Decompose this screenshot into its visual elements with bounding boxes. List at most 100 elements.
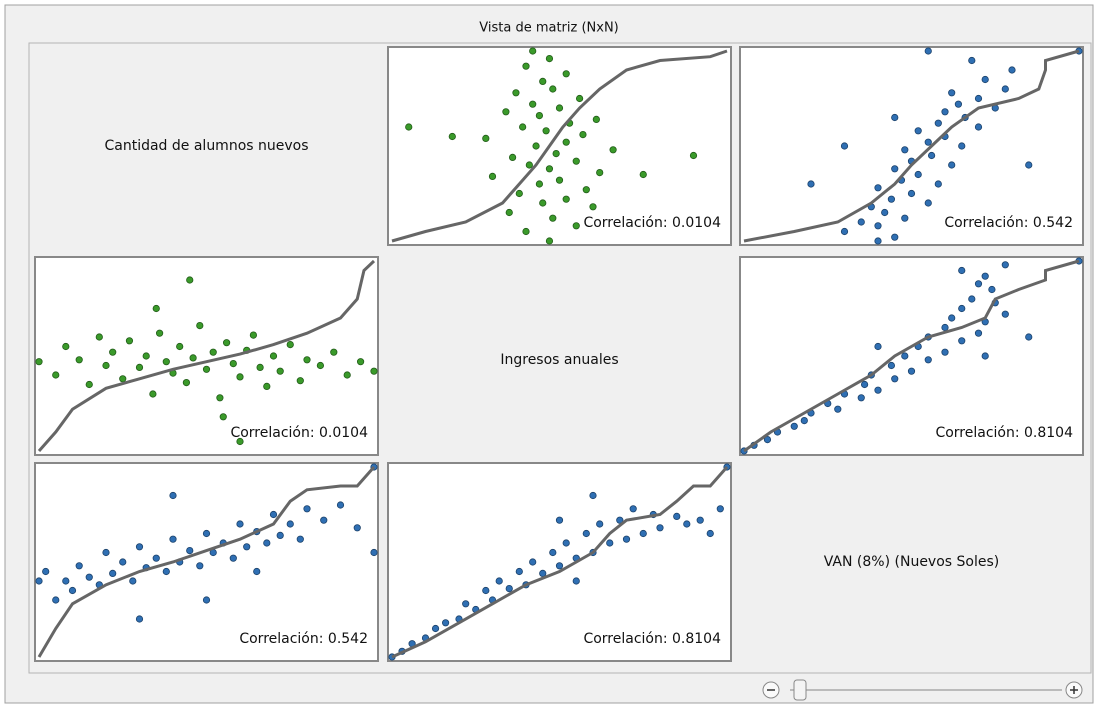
scatter-point — [609, 146, 617, 154]
scatter-point — [981, 272, 989, 280]
scatter-point — [763, 435, 772, 444]
scatter-point — [196, 562, 204, 570]
scatter-point — [129, 577, 137, 585]
scatter-point — [834, 405, 842, 413]
scatter-point — [907, 367, 916, 375]
scatter-point — [495, 577, 503, 585]
scatter-point — [336, 501, 345, 509]
scatter-point — [169, 535, 177, 543]
scatter-point — [562, 138, 570, 146]
scatter-point — [529, 558, 537, 566]
scatter-point — [968, 56, 976, 65]
scatter-point — [539, 77, 547, 86]
scatter-point — [135, 543, 144, 551]
scatter-point — [202, 529, 211, 538]
scatter-point — [589, 491, 597, 500]
scatter-point — [539, 569, 547, 578]
scatter-point — [555, 516, 564, 524]
correlation-label: Correlación: 0.542 — [944, 215, 1073, 231]
scatter-point — [572, 577, 580, 585]
scatter-point — [891, 113, 899, 122]
scatter-point — [269, 510, 278, 519]
scatter-point — [75, 356, 83, 364]
scatter-point — [934, 119, 942, 127]
scatter-point — [202, 596, 211, 604]
scatter-point — [1025, 161, 1033, 169]
scatter-point — [1001, 310, 1009, 318]
scatter-point — [296, 535, 304, 543]
scatter-point — [958, 266, 966, 275]
variable-label: Cantidad de alumnos nuevos — [104, 138, 308, 154]
scatter-point — [622, 535, 631, 543]
scatter-point — [948, 89, 956, 97]
scatter-point — [62, 342, 70, 351]
scatter-point — [874, 237, 882, 245]
scatter-point — [505, 584, 513, 593]
scatter-point — [549, 214, 557, 222]
scatter-point — [549, 548, 557, 557]
scatter-point — [874, 184, 882, 192]
scatter-point — [800, 416, 808, 425]
scatter-point — [431, 624, 440, 633]
scatter-point — [505, 208, 513, 217]
scatter-point — [592, 115, 600, 124]
scatter-point — [683, 520, 691, 528]
scatter-point — [706, 529, 714, 538]
scatter-point — [790, 422, 798, 430]
scatter-point — [907, 189, 916, 198]
correlation-label: Correlación: 0.542 — [239, 631, 368, 647]
scatter-point — [807, 180, 815, 188]
scatter-point — [981, 352, 989, 360]
scatter-point — [1008, 66, 1016, 74]
scatter-point — [223, 339, 231, 347]
scatter-point — [243, 543, 251, 551]
scatter-point — [901, 352, 909, 360]
scatter-point — [941, 348, 949, 356]
scatter-point — [370, 548, 378, 557]
scatter-point — [629, 505, 637, 513]
scatter-point — [519, 123, 527, 131]
scatter-point — [562, 195, 570, 203]
scatter-point — [555, 562, 564, 570]
scatter-point — [52, 371, 60, 379]
quantile-curve — [37, 466, 376, 658]
scatter-point — [974, 123, 983, 131]
scatter-point — [555, 104, 564, 112]
scatter-point — [874, 386, 882, 394]
zoom-slider[interactable] — [762, 679, 1083, 701]
scatter-point — [874, 342, 882, 351]
scatter-point — [891, 233, 899, 241]
scatter-point — [35, 358, 43, 366]
scatter-point — [441, 619, 450, 627]
scatter-point — [508, 153, 517, 161]
scatter-point — [522, 227, 530, 236]
quantile-curve — [37, 259, 376, 452]
scatter-point — [914, 170, 922, 179]
scatter-point — [182, 378, 190, 387]
scatter-point — [370, 367, 378, 375]
slider-thumb[interactable] — [793, 679, 807, 701]
scatter-point — [840, 142, 849, 150]
scatter-point — [482, 586, 490, 595]
scatter-point — [941, 323, 949, 332]
scatter-point — [286, 520, 294, 528]
scatter-point — [988, 285, 996, 294]
plot-area — [34, 256, 379, 456]
scatter-point — [901, 214, 909, 222]
quantile-curve — [743, 49, 1080, 243]
scatter-point — [874, 222, 882, 230]
scatter-point — [924, 47, 932, 55]
scatter-point — [502, 108, 510, 116]
scatter-point — [673, 512, 681, 521]
correlation-label: Correlación: 0.8104 — [935, 425, 1073, 441]
scatter-point — [62, 577, 70, 585]
scatter-point — [125, 337, 134, 345]
scatter-point — [529, 100, 537, 108]
scatter-point — [35, 577, 43, 585]
scatter-point — [689, 151, 698, 160]
scatter-point — [542, 127, 550, 135]
plot-area — [739, 256, 1084, 456]
scatter-point — [539, 199, 547, 207]
scatter-point — [532, 142, 540, 150]
quantile-curve — [391, 466, 729, 659]
